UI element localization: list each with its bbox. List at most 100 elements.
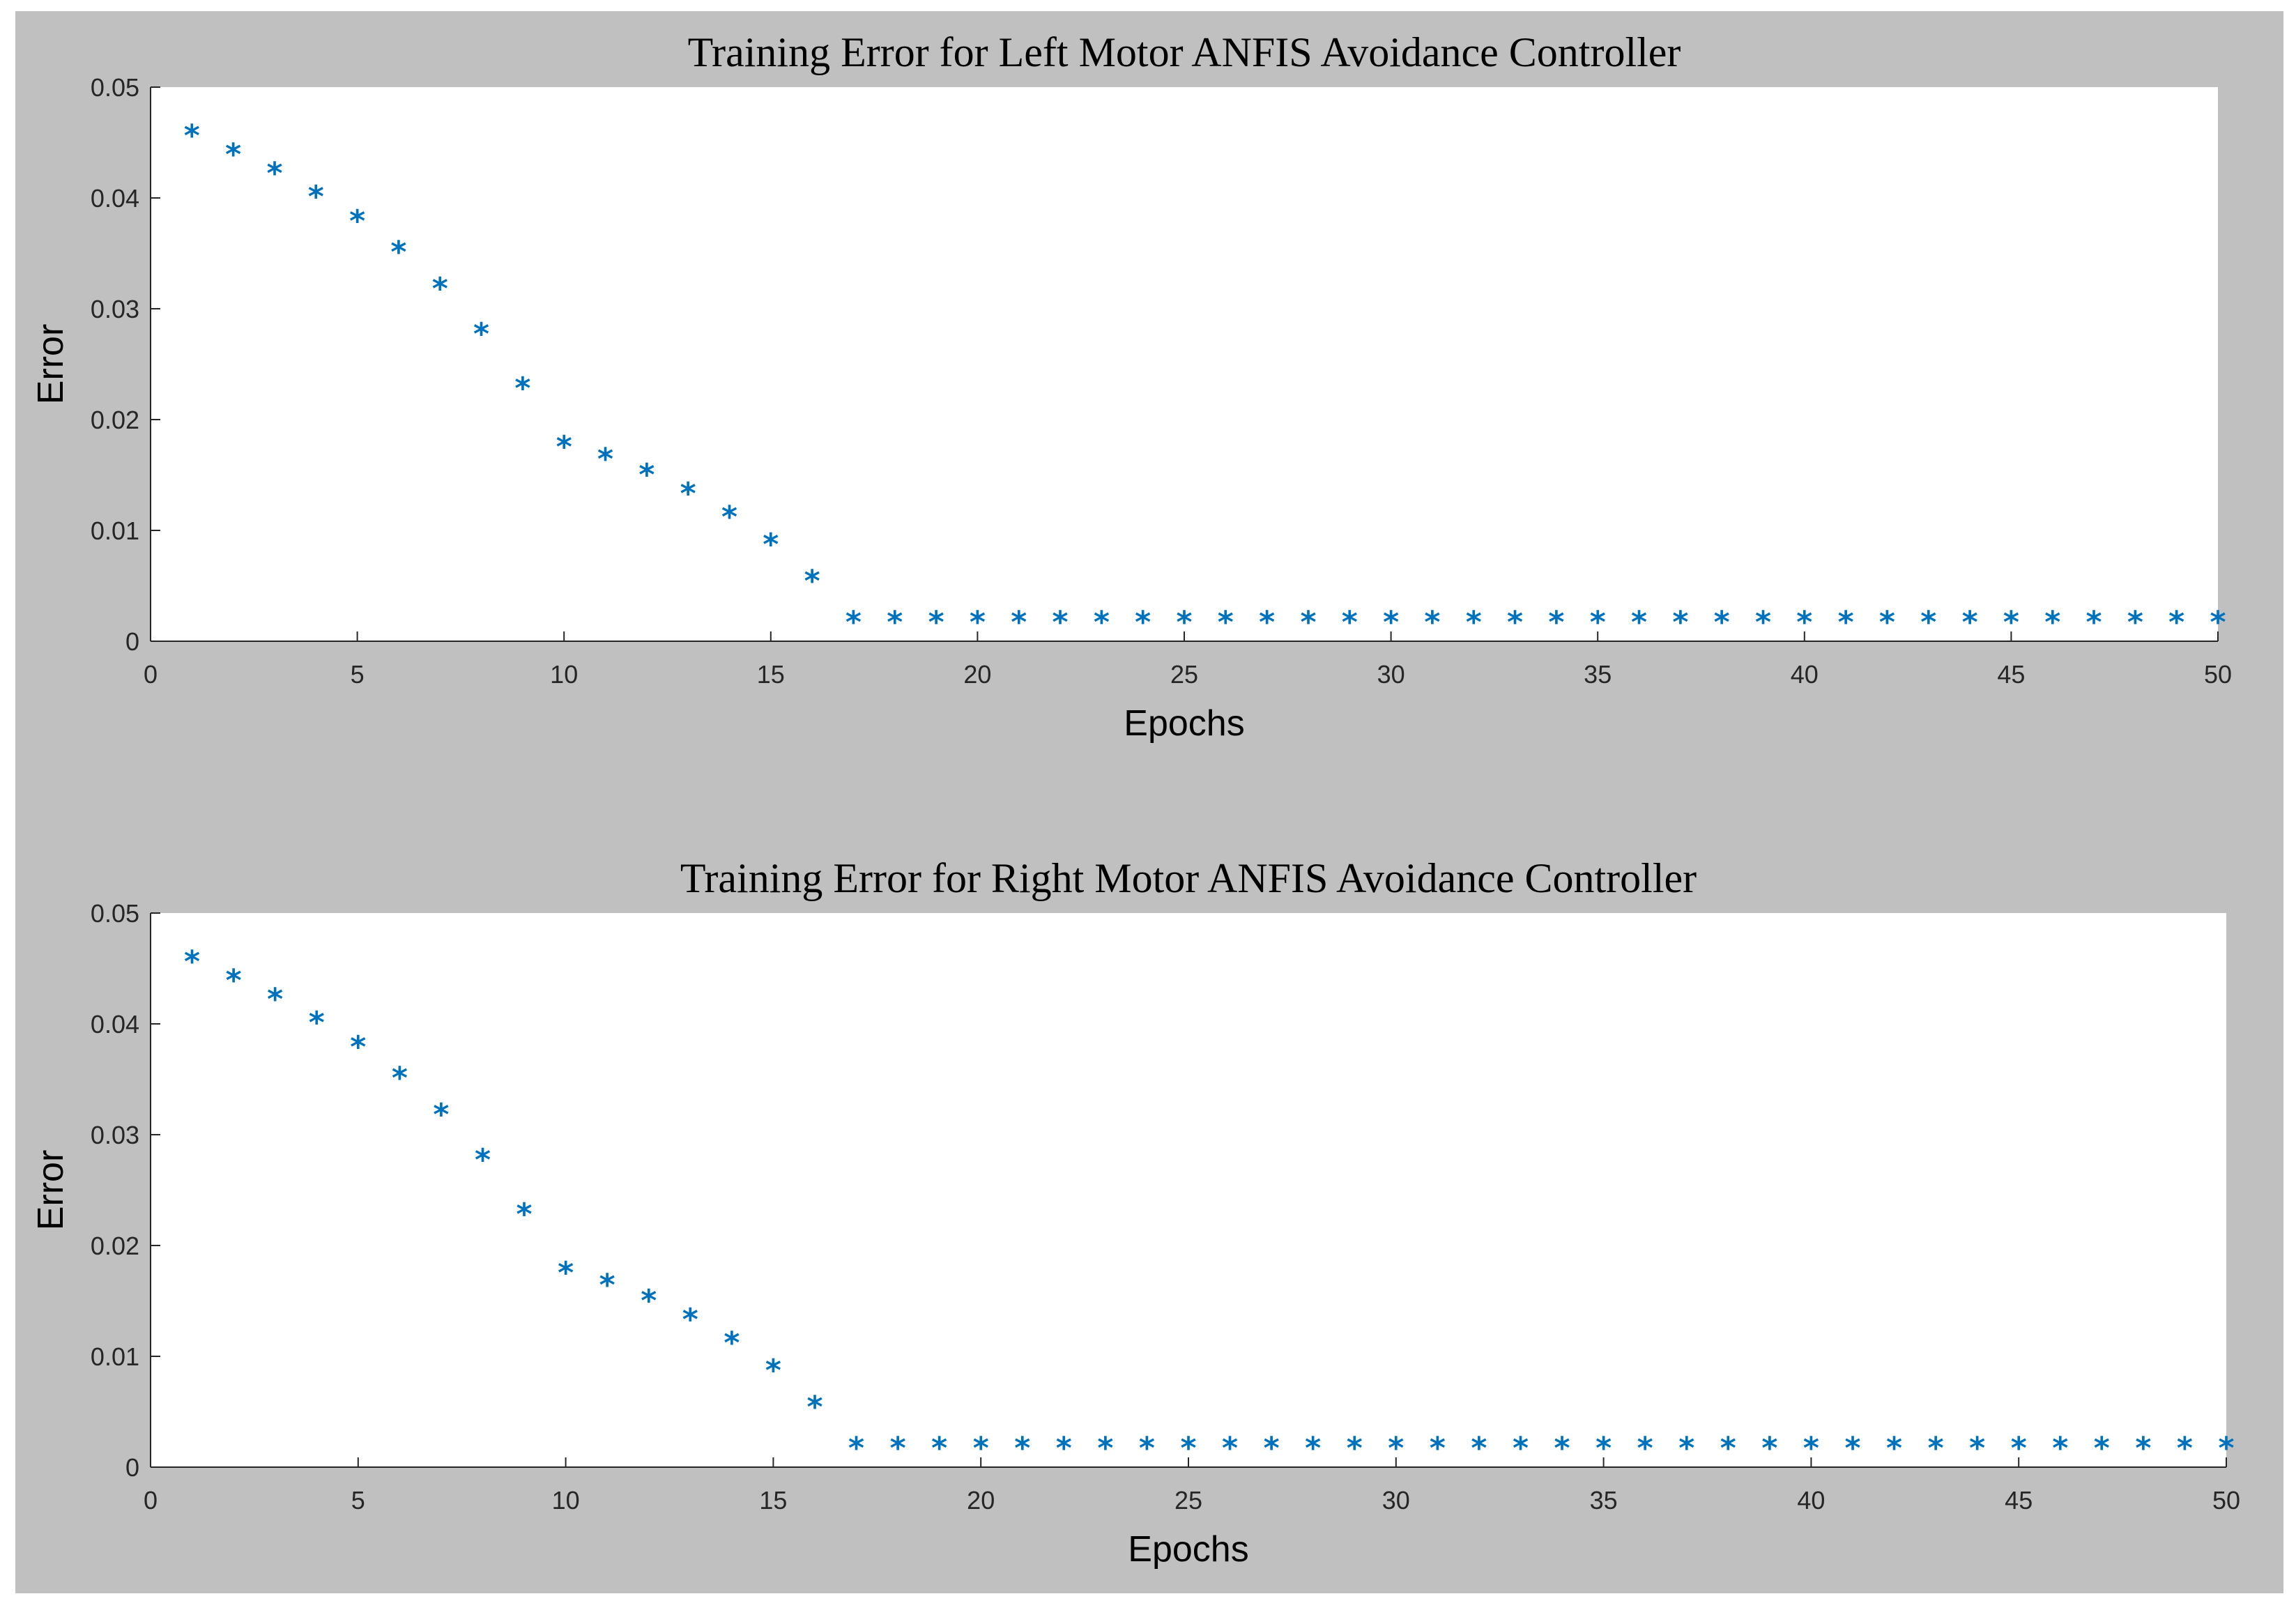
- chart-panel-2: 0 5 10 15 20 25 30 35 40 45 50 0 0.01 0.02 0.03 0.04 0.0…: [31, 855, 2240, 1570]
- data-point: *: [308, 179, 324, 215]
- data-point: *: [1637, 1430, 1653, 1466]
- data-point: *: [1879, 604, 1895, 640]
- data-point: *: [680, 476, 696, 512]
- data-point: *: [1720, 1430, 1736, 1466]
- data-point: *: [931, 1430, 947, 1466]
- data-point: *: [309, 1005, 325, 1041]
- data-point: *: [225, 137, 241, 172]
- data-point: *: [267, 981, 283, 1017]
- y-tick-label: 0.03: [91, 1121, 139, 1149]
- data-point: *: [1011, 604, 1027, 640]
- x-tick-label: 0: [144, 660, 158, 689]
- data-point: *: [890, 1430, 906, 1466]
- data-point: *: [724, 1325, 740, 1361]
- x-tick-label: 30: [1377, 660, 1405, 689]
- data-point: *: [2218, 1430, 2234, 1466]
- data-point: *: [845, 604, 862, 640]
- data-point: *: [1135, 604, 1151, 640]
- data-point: *: [1222, 1430, 1238, 1466]
- data-point: *: [1424, 604, 1440, 640]
- data-point: *: [266, 155, 282, 191]
- data-point: *: [1347, 1430, 1363, 1466]
- data-point: *: [226, 963, 242, 998]
- x-tick-label: 40: [1797, 1486, 1825, 1515]
- plot-area: [151, 87, 2218, 641]
- data-point: *: [475, 1142, 491, 1178]
- x-tick-label: 50: [2212, 1486, 2240, 1515]
- data-point: *: [1305, 1430, 1321, 1466]
- data-point: *: [806, 1390, 822, 1425]
- x-tick-label: 20: [967, 1486, 995, 1515]
- data-point: *: [1014, 1430, 1030, 1466]
- y-axis-label: Error: [31, 1150, 71, 1231]
- data-point: *: [1886, 1430, 1902, 1466]
- x-tick-label: 15: [759, 1486, 787, 1515]
- data-point: *: [765, 1353, 781, 1388]
- data-point: *: [597, 442, 613, 477]
- data-point: *: [848, 1430, 864, 1466]
- data-point: *: [1844, 1430, 1860, 1466]
- data-point: *: [516, 1197, 533, 1232]
- data-point: *: [1466, 604, 1482, 640]
- data-point: *: [1053, 604, 1069, 640]
- data-point: *: [1928, 1430, 1944, 1466]
- data-point: *: [1218, 604, 1234, 640]
- x-tick-label: 10: [552, 1486, 580, 1515]
- data-point: *: [184, 944, 200, 979]
- data-point: *: [1383, 604, 1399, 640]
- y-tick-label: 0.05: [91, 73, 139, 102]
- data-point: *: [973, 1430, 989, 1466]
- data-point: *: [2094, 1430, 2110, 1466]
- data-point: *: [1554, 1430, 1570, 1466]
- data-point: *: [887, 604, 903, 640]
- data-point: *: [473, 316, 489, 352]
- y-tick-label: 0: [125, 627, 139, 656]
- data-point: *: [1139, 1430, 1155, 1466]
- data-point: *: [432, 271, 448, 307]
- chart-panel-1: 0 5 10 15 20 25 30 35 40 45 50 0 0.01 0.02 0.03 0.04 0.0…: [31, 29, 2232, 744]
- data-point: *: [1176, 604, 1192, 640]
- data-point: *: [1803, 1430, 1819, 1466]
- data-point: *: [1507, 604, 1523, 640]
- data-point: *: [390, 234, 406, 270]
- data-point: *: [1300, 604, 1316, 640]
- chart-title: Training Error for Right Motor ANFIS Avo…: [680, 855, 1697, 901]
- y-tick-label: 0.04: [91, 184, 139, 213]
- data-point: *: [1430, 1430, 1446, 1466]
- data-point: *: [1342, 604, 1358, 640]
- y-tick-label: 0.03: [91, 295, 139, 323]
- x-tick-label: 15: [757, 660, 785, 689]
- data-point: *: [638, 457, 655, 493]
- x-tick-label: 20: [963, 660, 991, 689]
- y-tick-label: 0.02: [91, 406, 139, 434]
- data-point: *: [349, 204, 365, 239]
- x-axis-label: Epochs: [1124, 703, 1244, 744]
- data-point: *: [1590, 604, 1606, 640]
- data-point: *: [433, 1097, 449, 1133]
- data-point: *: [1264, 1430, 1280, 1466]
- x-tick-label: 45: [1997, 660, 2025, 689]
- data-point: *: [350, 1029, 366, 1065]
- y-tick-label: 0.05: [91, 899, 139, 928]
- data-point: *: [1962, 604, 1978, 640]
- data-point: *: [1838, 604, 1854, 640]
- y-tick-label: 0.04: [91, 1010, 139, 1039]
- data-point: *: [804, 564, 820, 599]
- data-point: *: [558, 1255, 574, 1291]
- x-tick-label: 45: [2005, 1486, 2033, 1515]
- x-tick-label: 5: [351, 1486, 365, 1515]
- data-point: *: [1388, 1430, 1404, 1466]
- data-point: *: [1796, 604, 1812, 640]
- data-point: *: [2003, 604, 2019, 640]
- data-point: *: [1259, 604, 1275, 640]
- y-tick-label: 0.02: [91, 1232, 139, 1260]
- data-point: *: [1761, 1430, 1777, 1466]
- data-point: *: [1471, 1430, 1487, 1466]
- x-tick-label: 10: [550, 660, 578, 689]
- data-point: *: [970, 604, 986, 640]
- x-tick-label: 25: [1174, 1486, 1202, 1515]
- data-point: *: [2086, 604, 2102, 640]
- data-point: *: [1631, 604, 1647, 640]
- data-point: *: [514, 371, 530, 406]
